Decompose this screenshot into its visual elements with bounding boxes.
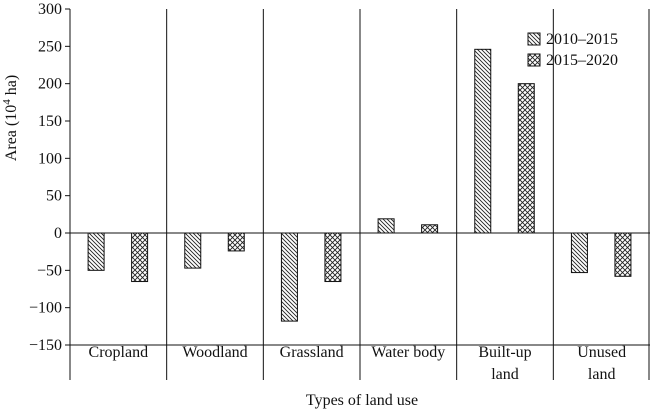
x-axis-categories: Cropland Woodland Grassland Water body Built… bbox=[89, 344, 627, 383]
y-axis-title: Area (104 ha) bbox=[1, 75, 20, 161]
category-label: Woodland bbox=[182, 344, 247, 361]
legend-swatch bbox=[527, 53, 541, 67]
y-axis: 300 250 200 150 100 50 0 −50 −100 −150 bbox=[29, 1, 71, 380]
bar-series2 bbox=[517, 83, 535, 234]
legend-swatch bbox=[527, 32, 541, 46]
bar-series2 bbox=[421, 224, 439, 234]
bar-series2 bbox=[614, 232, 632, 277]
y-tick-label: 250 bbox=[38, 38, 62, 55]
bar-series1 bbox=[377, 218, 395, 234]
legend-label: 2015–2020 bbox=[546, 52, 618, 69]
category-label: land bbox=[491, 366, 519, 383]
legend: 2010–2015 2015–2020 bbox=[527, 31, 618, 69]
y-tick-label: −150 bbox=[29, 337, 62, 354]
category-label: Built-up bbox=[478, 344, 531, 361]
bars bbox=[87, 48, 632, 322]
y-tick-label: −50 bbox=[37, 262, 62, 279]
bar-series2 bbox=[324, 232, 342, 283]
category-label: Cropland bbox=[89, 344, 149, 361]
category-label: Unused bbox=[577, 344, 626, 361]
category-label: land bbox=[588, 366, 616, 383]
category-label: Grassland bbox=[280, 344, 344, 361]
y-tick-label: 50 bbox=[46, 188, 62, 205]
plot-area bbox=[70, 9, 650, 380]
x-axis-title: Types of land use bbox=[306, 392, 418, 409]
y-tick-label: −100 bbox=[29, 300, 62, 317]
category-label: Water body bbox=[371, 344, 445, 361]
bar-series2 bbox=[227, 232, 245, 252]
y-tick-label: 150 bbox=[38, 113, 62, 130]
bar-series1 bbox=[474, 48, 492, 234]
y-tick-label: 200 bbox=[38, 76, 62, 93]
bar-series1 bbox=[570, 232, 588, 274]
y-tick-label: 100 bbox=[38, 150, 62, 167]
legend-label: 2010–2015 bbox=[546, 31, 618, 48]
y-tick-label: 0 bbox=[54, 225, 62, 242]
bar-series2 bbox=[131, 232, 149, 283]
bar-series1 bbox=[280, 232, 298, 322]
bar-series1 bbox=[184, 232, 202, 269]
bar-series1 bbox=[87, 232, 105, 271]
y-tick-label: 300 bbox=[38, 1, 62, 18]
